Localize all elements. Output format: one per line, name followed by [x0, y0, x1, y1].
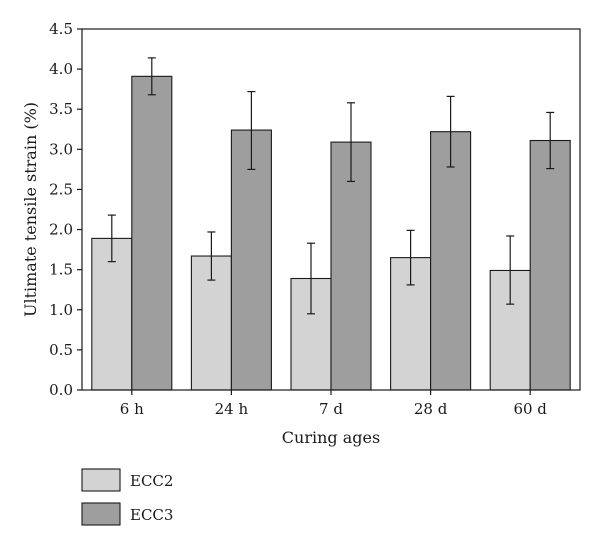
y-tick-label: 4.0	[49, 60, 73, 78]
y-tick-label: 2.5	[49, 180, 73, 198]
bar-ecc3-4	[529, 139, 571, 391]
y-tick-label: 2.0	[49, 221, 73, 239]
x-tick-label: 6 h	[120, 400, 144, 418]
error-bars-layer	[107, 57, 555, 315]
bar-ecc2-0	[91, 237, 133, 391]
bar-ecc3-3	[430, 131, 472, 391]
y-axis-title: Ultimate tensile strain (%)	[21, 102, 40, 317]
y-axis: 0.0 0.5 1.0 1.5 2.0 2.5 3.0 3.5 4.0 4.5	[49, 20, 82, 399]
y-tick-label: 4.5	[49, 20, 73, 38]
y-tick-label: 1.0	[49, 301, 73, 319]
x-tick-label: 28 d	[414, 400, 448, 418]
legend-item-ecc3: ECC3	[81, 502, 173, 526]
y-tick-label: 3.0	[49, 140, 73, 158]
error-bar-ecc2-1	[207, 231, 216, 281]
error-bar-ecc2-2	[307, 242, 315, 315]
x-tick-label: 7 d	[319, 400, 343, 418]
y-tick-label: 0.5	[49, 341, 73, 359]
legend-swatch	[81, 468, 121, 492]
error-bar-ecc3-2	[347, 102, 355, 183]
bars-layer	[91, 75, 571, 391]
y-tick-label: 0.0	[49, 381, 73, 399]
error-bar-ecc3-4	[546, 111, 555, 170]
x-axis: 6 h 24 h 7 d 28 d 60 d	[120, 390, 547, 418]
legend-label: ECC2	[130, 472, 173, 490]
legend-label: ECC3	[130, 506, 173, 524]
y-tick-label: 3.5	[49, 100, 73, 118]
error-bar-ecc3-1	[247, 90, 256, 170]
error-bar-ecc2-3	[406, 229, 415, 286]
error-bar-ecc3-0	[147, 57, 156, 96]
error-bar-ecc3-3	[446, 95, 455, 168]
x-tick-label: 60 d	[513, 400, 547, 418]
error-bar-ecc2-0	[107, 214, 116, 263]
bar-ecc3-0	[131, 75, 173, 391]
plot-frame	[81, 28, 581, 391]
x-axis-title: Curing ages	[282, 428, 380, 447]
x-tick-label: 24 h	[215, 400, 249, 418]
legend-item-ecc2: ECC2	[81, 468, 173, 492]
error-bar-ecc2-4	[506, 235, 515, 305]
legend-swatch	[81, 502, 121, 526]
legend: ECC2 ECC3	[81, 468, 173, 526]
y-tick-label: 1.5	[49, 261, 73, 279]
